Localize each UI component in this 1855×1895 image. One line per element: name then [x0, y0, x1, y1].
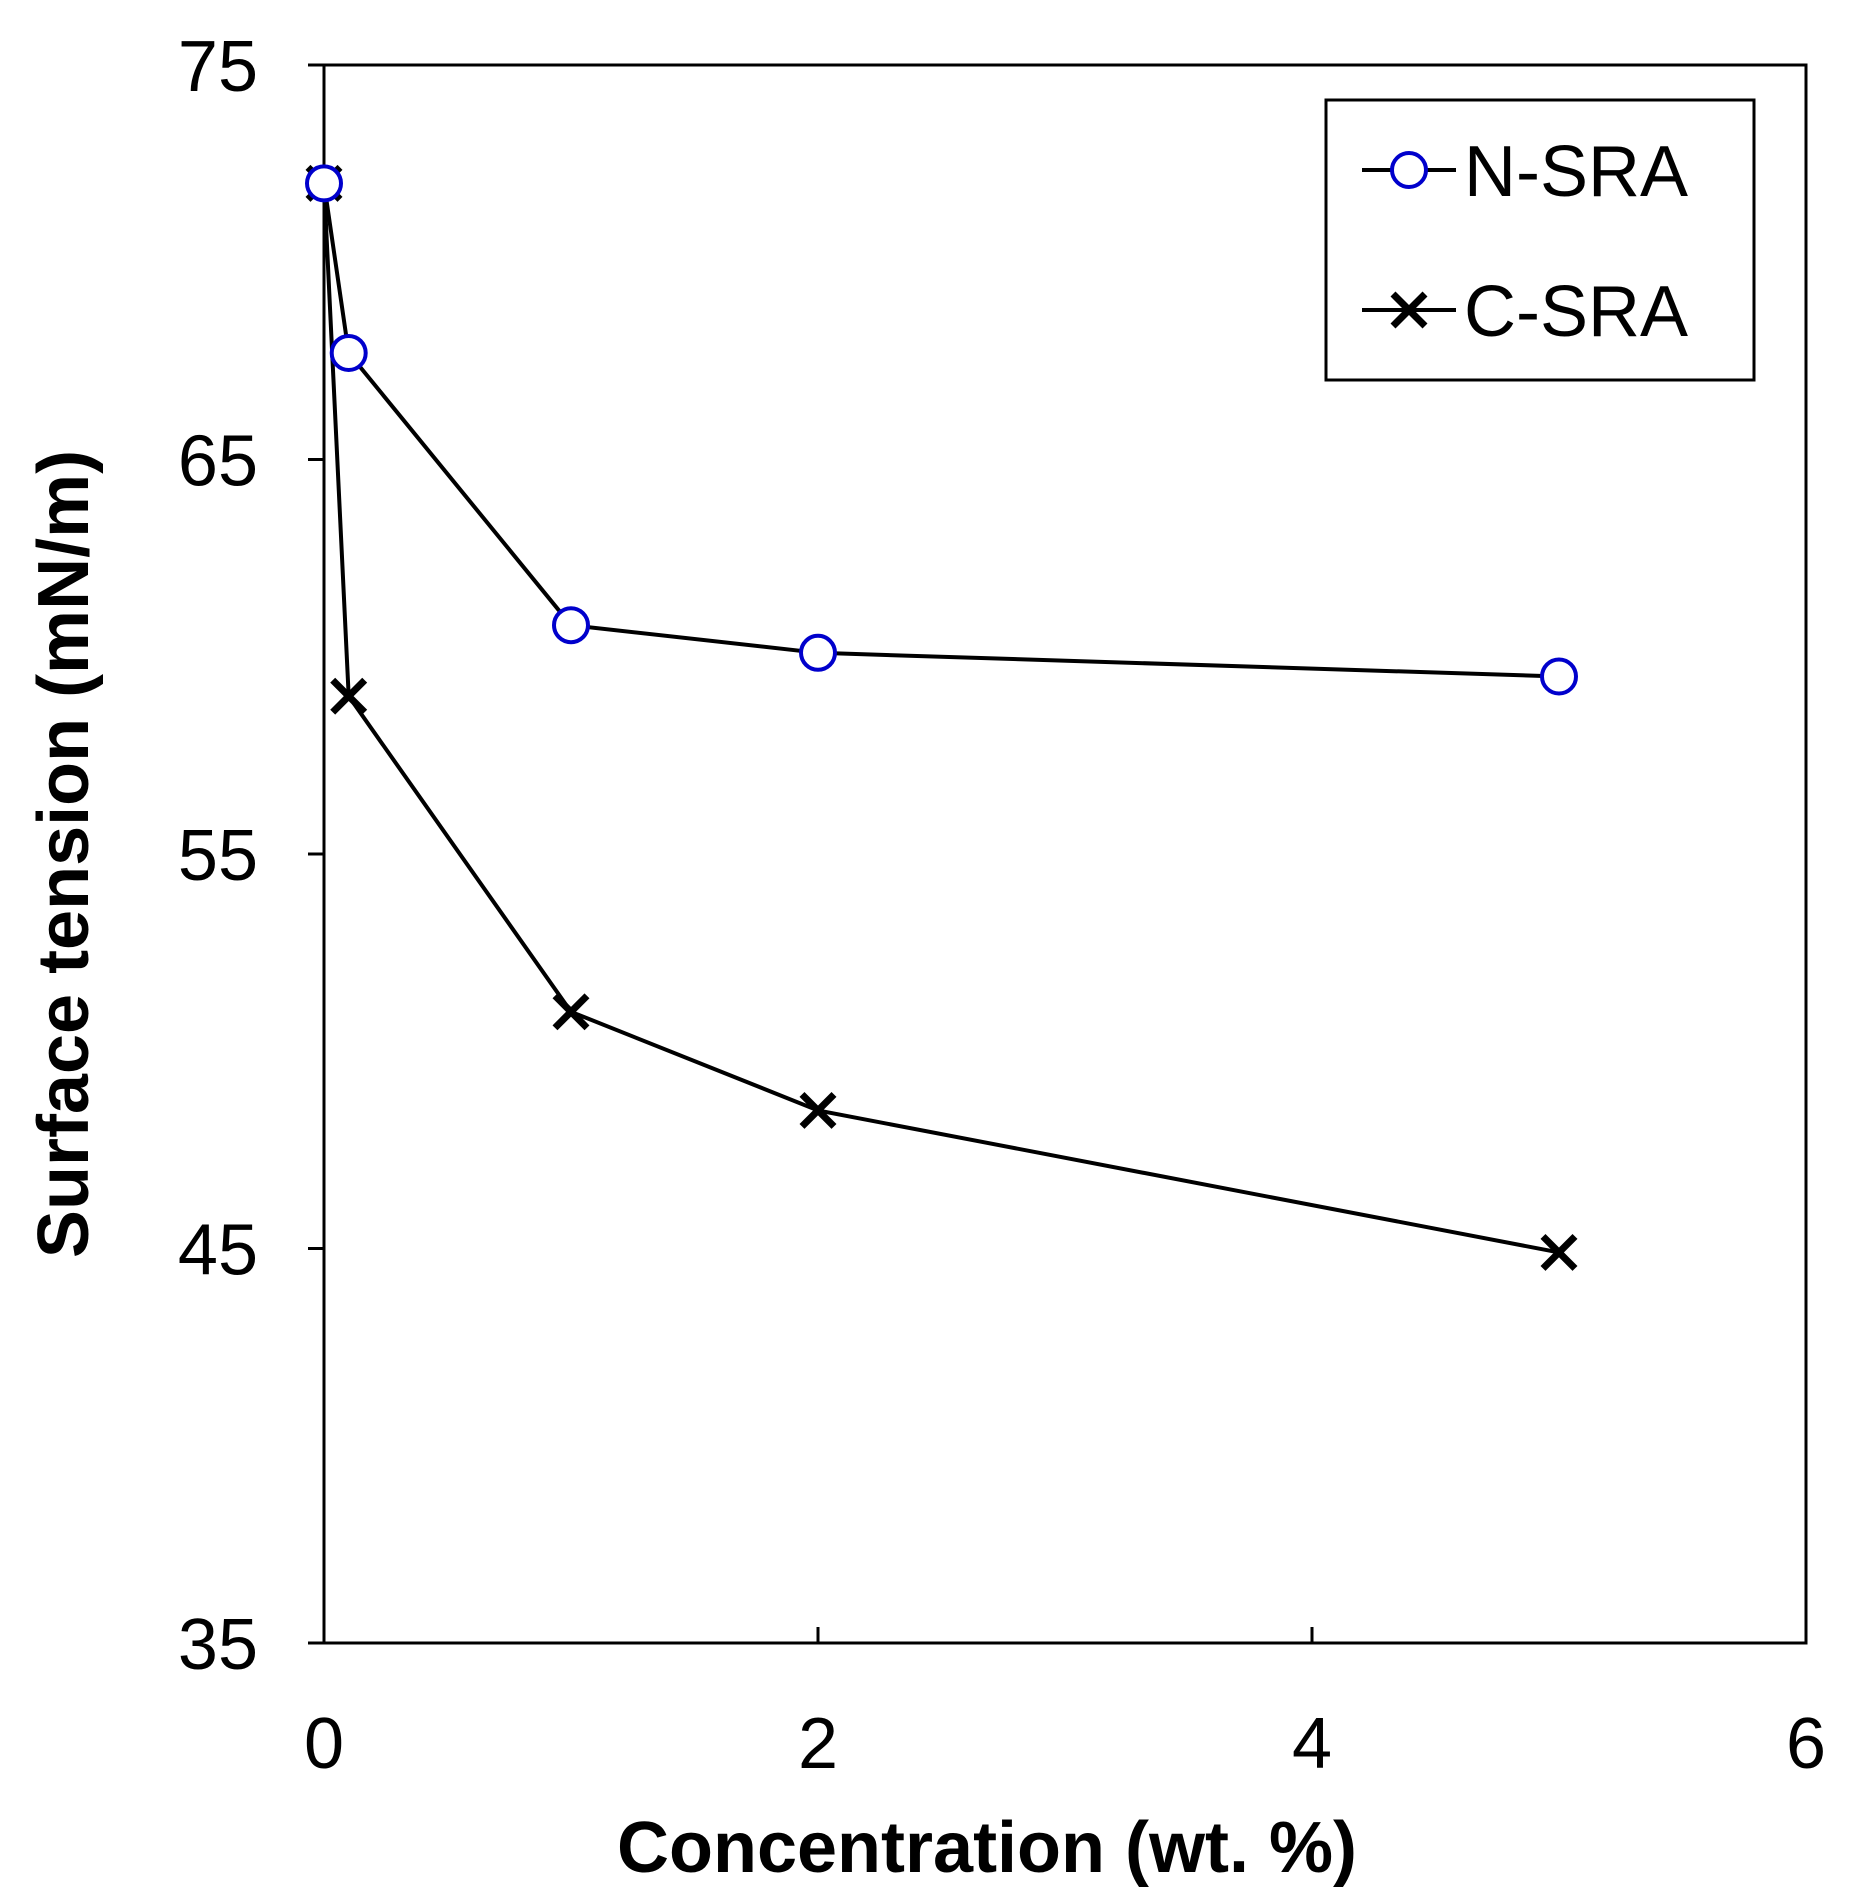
y-tick-label: 55 — [178, 816, 258, 896]
x-tick-label: 6 — [1786, 1704, 1826, 1784]
legend-item-c-sra: C-SRA — [1362, 272, 1688, 352]
data-point-n-sra — [1540, 657, 1578, 696]
x-axis-title: Concentration (wt. %) — [617, 1808, 1357, 1888]
legend-marker-c-sra-stroke — [1390, 291, 1428, 329]
data-point-n-sra — [552, 606, 590, 645]
legend-box — [1324, 98, 1756, 382]
data-point-c-sra-stroke — [330, 677, 368, 715]
x-tick-label: 4 — [1292, 1704, 1332, 1784]
legend-label-c-sra: C-SRA — [1464, 272, 1688, 352]
y-tick-label: 65 — [178, 422, 258, 502]
legend-marker-c-sra — [1390, 291, 1428, 329]
y-axis-ticks: 35 45 55 65 75 — [178, 27, 324, 1685]
data-point-c-sra — [552, 993, 590, 1031]
y-tick-label: 75 — [178, 27, 258, 107]
data-point-c-sra-stroke — [1540, 1233, 1578, 1271]
data-point-n-sra — [329, 333, 368, 372]
data-point-c-sra-stroke — [799, 1091, 837, 1129]
x-axis-ticks: 0 2 4 6 — [304, 1627, 1826, 1784]
data-point-n-sra — [305, 164, 343, 203]
legend-label-n-sra: N-SRA — [1464, 132, 1688, 212]
legend-marker-n-sra — [1390, 151, 1428, 189]
series-layer — [305, 164, 1578, 1271]
data-point-c-sra-stroke — [552, 993, 590, 1031]
y-tick-label: 35 — [178, 1605, 258, 1685]
legend-item-n-sra: N-SRA — [1362, 132, 1688, 212]
data-point-c-sra — [1540, 1233, 1578, 1271]
y-axis-title: Surface tension (mN/m) — [24, 450, 104, 1258]
series-n-sra — [305, 164, 1578, 696]
y-tick-label: 45 — [178, 1211, 258, 1291]
data-point-c-sra — [799, 1091, 837, 1129]
data-point-n-sra — [799, 633, 837, 672]
legend: N-SRA C-SRA — [1324, 98, 1756, 382]
data-point-c-sra — [330, 677, 368, 715]
x-tick-label: 2 — [798, 1704, 838, 1784]
x-tick-label: 0 — [304, 1704, 344, 1784]
